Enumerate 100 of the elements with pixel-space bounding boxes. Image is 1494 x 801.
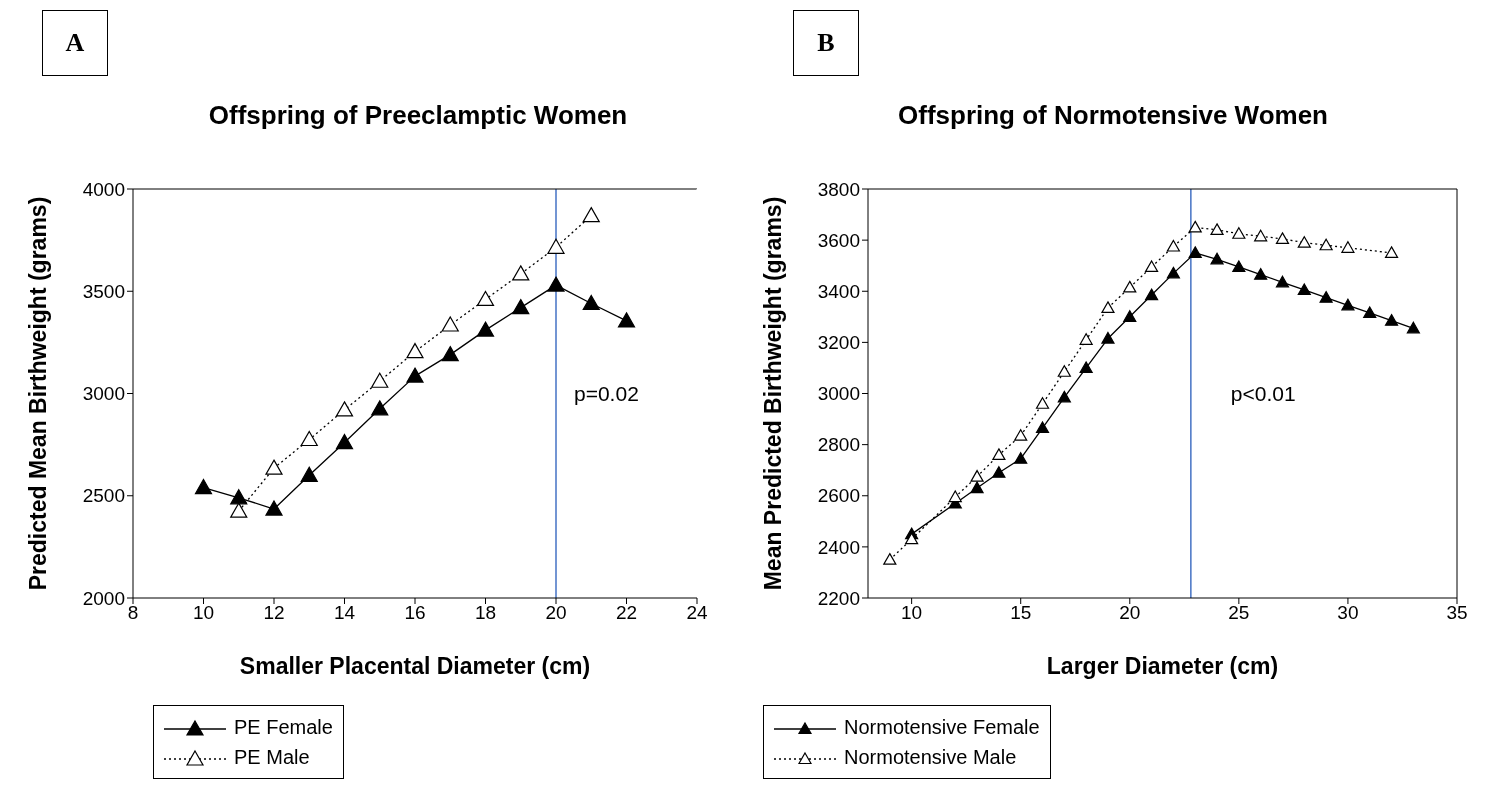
point	[1035, 397, 1050, 409]
text: B	[793, 10, 859, 76]
point	[1188, 246, 1202, 259]
point	[1210, 252, 1224, 265]
point	[970, 469, 984, 482]
point	[1057, 365, 1071, 377]
y-tick-label: 3800	[817, 178, 860, 200]
point	[1275, 275, 1290, 288]
y-axis-title: Mean Predicted Birthweight (grams)	[760, 196, 787, 591]
x-tick-label: 8	[127, 602, 139, 624]
point	[992, 466, 1006, 478]
y-tick-label: 2400	[817, 536, 860, 558]
y-tick-label: 3600	[817, 229, 860, 251]
y-tick-label: 3500	[82, 280, 125, 302]
y-tick-label: 3000	[82, 383, 125, 405]
x-axis-title: Larger Diameter (cm)	[1046, 653, 1279, 679]
point	[335, 433, 354, 450]
point	[1232, 227, 1246, 239]
point	[1406, 321, 1420, 334]
point	[1144, 288, 1159, 301]
x-tick-label: 22	[615, 602, 638, 624]
chart-title: Offspring of Preeclamptic Women	[207, 100, 629, 131]
point	[1123, 310, 1137, 322]
point	[948, 490, 962, 503]
x-tick-label: 35	[1446, 602, 1468, 624]
point	[1210, 223, 1224, 235]
point	[1166, 239, 1181, 252]
point	[1101, 331, 1115, 344]
x-tick-label: 15	[1010, 602, 1032, 624]
y-tick-label: 2600	[817, 485, 860, 507]
legend-label: PE Male	[234, 745, 310, 769]
point	[1079, 333, 1093, 345]
point	[617, 312, 636, 328]
point	[1014, 452, 1028, 464]
point	[300, 430, 318, 447]
x-tick-label: 14	[333, 602, 356, 624]
point	[883, 553, 897, 565]
point	[1079, 361, 1093, 374]
point	[230, 489, 248, 505]
annotation: p=0.02	[574, 381, 639, 405]
point	[582, 206, 600, 223]
legend-label: PE Female	[234, 715, 333, 739]
point	[230, 502, 248, 518]
legend-label: Normotensive Male	[844, 745, 1017, 769]
point	[905, 532, 919, 545]
point	[1297, 283, 1311, 296]
point	[300, 466, 318, 482]
point	[194, 478, 213, 495]
point	[1341, 298, 1355, 311]
point	[970, 481, 984, 494]
y-tick-label: 4000	[82, 178, 125, 200]
point	[1319, 238, 1333, 251]
x-axis-title: Smaller Placental Diameter (cm)	[239, 653, 591, 679]
x-tick-label: 12	[263, 602, 285, 624]
legend-label: Normotensive Female	[844, 715, 1040, 739]
point	[512, 265, 530, 281]
x-tick-label: 18	[474, 602, 497, 624]
x-tick-label: 25	[1228, 602, 1250, 624]
x-tick-label: 20	[1119, 602, 1141, 624]
point	[476, 290, 495, 307]
x-tick-label: 30	[1337, 602, 1359, 624]
point	[992, 448, 1006, 460]
point	[1144, 260, 1159, 273]
point	[441, 316, 459, 332]
point	[1297, 236, 1311, 248]
point	[1166, 266, 1181, 279]
text: A	[42, 10, 108, 76]
point	[1363, 306, 1377, 319]
point	[1123, 280, 1137, 293]
point	[406, 367, 424, 383]
x-tick-label: 20	[545, 602, 567, 624]
y-tick-label: 3200	[817, 332, 860, 354]
point	[1188, 220, 1202, 233]
point	[1319, 291, 1333, 303]
point	[1057, 390, 1071, 403]
x-tick-label: 10	[192, 602, 215, 624]
chart-title: Offspring of Normotensive Women	[897, 100, 1329, 131]
point	[1232, 260, 1246, 273]
point	[1014, 429, 1028, 441]
y-tick-label: 3000	[817, 383, 860, 405]
point	[406, 342, 424, 359]
point	[265, 500, 283, 516]
x-tick-label: 16	[404, 602, 426, 624]
point	[1275, 232, 1290, 244]
y-axis-title: Predicted Mean Birthweight (grams)	[25, 196, 52, 591]
point	[1101, 301, 1115, 313]
point	[547, 276, 565, 292]
point	[1035, 421, 1050, 434]
point	[1254, 229, 1268, 242]
y-tick-label: 2000	[82, 587, 125, 609]
y-tick-label: 2800	[817, 434, 860, 456]
point	[1341, 241, 1355, 253]
x-tick-label: 10	[901, 602, 923, 624]
point	[1254, 268, 1268, 280]
point	[512, 299, 530, 315]
point	[476, 321, 495, 337]
point	[371, 400, 389, 416]
y-tick-label: 2200	[817, 587, 860, 609]
annotation: p<0.01	[1230, 381, 1296, 405]
point	[582, 294, 600, 311]
